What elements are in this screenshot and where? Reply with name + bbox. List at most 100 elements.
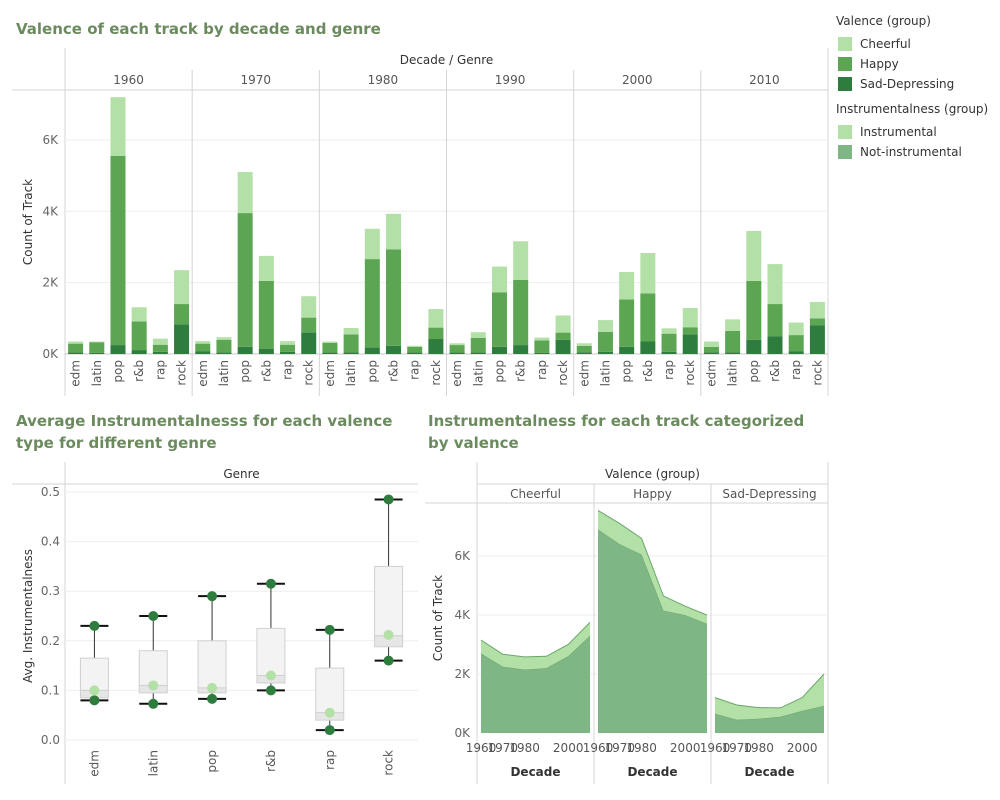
y-axis-label: Avg. Instrumentalness [21,549,35,683]
decade-label: 1980 [368,73,399,87]
bar-segment [301,317,317,333]
legend-item-cheerful[interactable]: Cheerful [836,34,996,54]
x-tick-label: 1960 [583,741,614,755]
area-series-line [480,622,591,658]
data-point [207,682,218,693]
x-tick-label: 1970 [722,741,753,755]
genre-tick-label: latin [598,360,612,386]
x-tick-label: 1980 [626,741,657,755]
y-tick-label: 0.2 [41,634,60,648]
bar-segment [131,321,147,351]
bar-segment [555,315,571,333]
legend-item-not-instrumental[interactable]: Not-instrumental [836,142,996,162]
bar-segment [131,350,147,354]
data-point [383,494,394,505]
bar-segment [174,270,190,305]
legend-swatch [838,145,852,159]
bar-segment [343,352,359,354]
data-point [89,685,100,696]
genre-tick-label: rap [323,750,337,770]
area-header-label: Valence (group) [605,467,700,481]
bar-segment [767,336,783,354]
bar-segment [534,337,550,341]
box-chart-title: Average Instrumentalnesss for each valen… [16,412,393,452]
data-point [89,620,100,631]
bar-segment [746,280,762,340]
data-point [324,725,335,736]
data-point [265,685,276,696]
bar-segment [788,335,804,352]
bar-segment [428,309,444,328]
genre-tick-label: pop [747,360,761,383]
bar-segment [597,331,613,352]
area-chart: Valence (group) 0K 2K 4K 6K Count of Track Che… [425,462,829,784]
bar-segment [258,280,274,349]
bar-segment [449,345,465,353]
bar-segment [491,292,507,347]
bar-segment [534,352,550,354]
bar-segment [343,327,359,335]
bar-segment [301,332,317,354]
bar-segment [682,327,698,335]
genre-tick-label: edm [69,360,83,387]
bar-segment [640,253,656,294]
bar-segment [386,213,402,250]
bar-segment [195,341,211,344]
bar-segment [258,255,274,281]
y-tick-label: 0.0 [41,733,60,747]
decade-label: 1970 [240,73,271,87]
genre-tick-label: r&b [387,360,401,382]
data-point [148,698,159,709]
genre-tick-label: pop [111,360,125,383]
genre-tick-label: latin [217,360,231,386]
bar-segment [428,327,444,340]
bar-segment [534,340,550,353]
genre-tick-label: rock [175,360,189,386]
bar-segment [809,318,825,326]
box-chart: Genre 0.0 0.1 0.2 0.3 0.4 0.5 Avg. Instrumental… [12,462,418,784]
y-tick-label: 2K [454,667,471,681]
bar-segment [767,264,783,305]
data-point [324,707,335,718]
bar-segment [237,213,253,347]
y-tick-label: 2K [42,276,59,290]
bar-segment [364,347,380,354]
bar-segment [68,343,84,353]
bar-segment [640,341,656,354]
instrumental-legend: Instrumentalness (group) Instrumental No… [836,102,996,162]
box-upper [197,640,227,689]
bar-segment [174,304,190,325]
bar-segment [89,341,105,343]
legend-label: Happy [860,57,899,71]
genre-tick-label: pop [205,750,219,773]
bar-segment [725,352,741,354]
legend-item-happy[interactable]: Happy [836,54,996,74]
bar-segment [68,341,84,344]
bar-segment [280,344,296,352]
bar-segment [152,344,168,352]
bar-segment [449,343,465,346]
bar-segment [703,341,719,347]
bar-segment [619,346,635,354]
bar-segment [597,320,613,332]
bar-segment [809,301,825,319]
data-point [207,693,218,704]
data-point [148,680,159,691]
bar-segment [364,259,380,348]
legend-item-sad-depressing[interactable]: Sad-Depressing [836,74,996,94]
y-axis-label: Count of Track [21,179,35,265]
bar-segment [110,97,126,156]
bar-segment [725,330,741,353]
legend-item-instrumental[interactable]: Instrumental [836,122,996,142]
bar-segment [597,351,613,354]
box-header-label: Genre [223,467,259,481]
bar-segment [280,341,296,345]
bar-chart: Decade / Genre 0K 2K 4K 6K Count of Track 1960… [12,48,829,396]
bar-segment [407,345,423,347]
genre-tick-label: r&b [768,360,782,382]
genre-tick-label: rap [281,360,295,380]
bar-segment [68,352,84,354]
decade-label: 1990 [495,73,526,87]
genre-tick-label: rap [662,360,676,380]
